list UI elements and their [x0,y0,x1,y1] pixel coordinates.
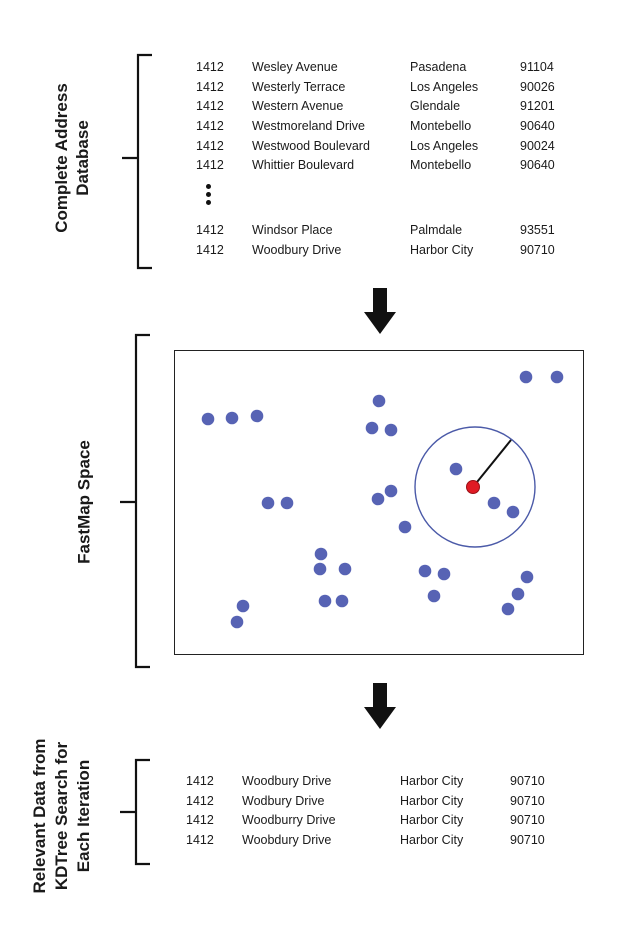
table-row: 1412 Westerly Terrace Los Angeles 90026 [196,79,555,94]
relevant-label-line-1: Relevant Data from [30,738,49,894]
table-row: 1412 Windsor Place Palmdale 93551 [196,223,555,237]
data-point [550,370,564,384]
database-label-line-2: Database [73,120,92,196]
data-point [261,496,275,510]
data-points [201,370,564,629]
data-point [225,411,239,425]
data-point [449,462,463,476]
relevant-label-line-3: Each Iteration [74,759,93,873]
down-arrow-icon [364,288,396,334]
data-point [398,520,412,534]
search-circle [414,426,536,548]
fastmap-canvas [201,370,564,629]
data-point [236,599,250,613]
database-label: Complete Address Database [51,83,93,233]
data-point [384,423,398,437]
query-point [466,480,480,494]
data-point [335,594,349,608]
vertical-ellipsis-icon [206,184,211,208]
data-point [318,594,332,608]
data-point [418,564,432,578]
table-row: 1412 Whittier Boulevard Montebello 90640 [196,158,555,173]
database-label-line-1: Complete Address [52,83,71,233]
table-row: 1412 Woodburry Drive Harbor City 90710 [186,813,545,828]
search-radius [414,426,536,548]
radius-line [472,439,512,488]
data-point [487,496,501,510]
data-point [365,421,379,435]
data-point [519,370,533,384]
data-point [230,615,244,629]
data-point [511,587,525,601]
down-arrow-icon [364,683,396,729]
data-point [520,570,534,584]
data-point [427,589,441,603]
data-point [314,547,328,561]
data-point [280,496,294,510]
table-row: 1412 Woodbury Drive Harbor City 90710 [186,774,545,788]
table-row: 1412 Wodbury Drive Harbor City 90710 [186,793,545,808]
table-row: 1412 Westmoreland Drive Montebello 90640 [196,119,555,134]
database-table: 1412 Wesley Avenue Pasadena 91104 1412 W… [196,60,576,178]
table-row: 1412 Westwood Boulevard Los Angeles 9002… [196,138,555,153]
data-point [313,562,327,576]
relevant-data-label: Relevant Data from KDTree Search for Eac… [29,739,95,894]
data-point [437,567,451,581]
relevant-table: 1412 Woodbury Drive Harbor City 90710 14… [186,774,566,853]
table-row: 1412 Woodbury Drive Harbor City 90710 [196,242,555,257]
data-point [250,409,264,423]
relevant-label-line-2: KDTree Search for [52,741,71,891]
table-row: 1412 Western Avenue Glendale 91201 [196,99,555,114]
data-point [338,562,352,576]
data-point [506,505,520,519]
data-point [371,492,385,506]
fastmap-label: FastMap Space [74,440,94,564]
data-point [372,394,386,408]
table-row: 1412 Wesley Avenue Pasadena 91104 [196,60,554,74]
database-table-tail: 1412 Windsor Place Palmdale 93551 1412 W… [196,223,576,262]
data-point [201,412,215,426]
fastmap-plot [174,350,584,655]
data-point [384,484,398,498]
table-row: 1412 Woobdury Drive Harbor City 90710 [186,833,545,848]
data-point [501,602,515,616]
